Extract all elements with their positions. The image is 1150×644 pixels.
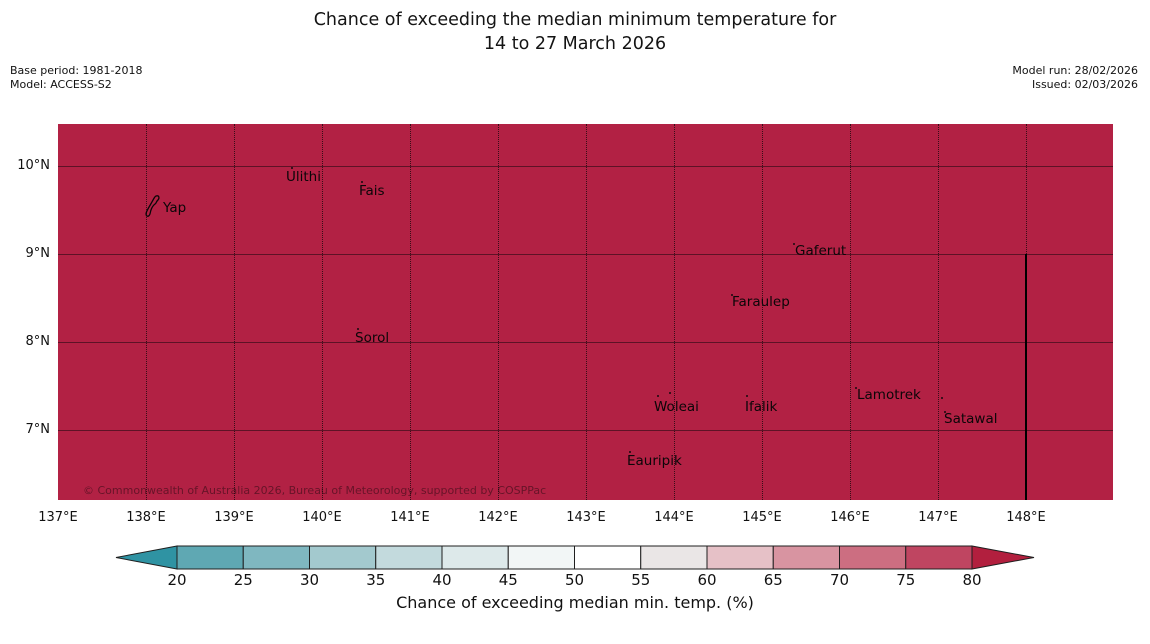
latitude-tick-label: 9°N [25,246,51,261]
meridian-gridline [410,124,411,500]
colorbar-segment [574,545,642,570]
title-line-2: 14 to 27 March 2026 [483,34,667,54]
copyright-text: © Commonwealth of Australia 2026, Bureau… [83,484,547,497]
colorbar-segment [706,545,774,570]
meridian-gridline [498,124,499,500]
place-label: Satawal [944,411,998,427]
parallel-gridline [58,254,1113,255]
colorbar-tick-label: 25 [233,571,253,589]
colorbar-caption: Chance of exceeding median min. temp. (%… [396,593,754,612]
island-marker-dot [944,411,946,413]
colorbar-tick-label: 60 [697,571,717,589]
island-marker-dot [361,181,363,183]
colorbar-segment [176,545,244,570]
place-label: Yap [163,200,187,216]
model-name-text: Model: ACCESS-S2 [10,77,112,91]
place-label: Ifalik [745,399,778,415]
island-marker-dot [669,392,671,394]
island-marker-dot [291,167,293,169]
boundary-line [1025,254,1027,500]
place-label: Eauripik [627,453,682,469]
longitude-tick-label: 140°E [302,510,342,525]
colorbar-tick-label: 80 [962,571,982,589]
longitude-tick-label: 148°E [1006,510,1046,525]
colorbar-tick-label: 45 [498,571,518,589]
colorbar-segment [640,545,708,570]
map-area: © Commonwealth of Australia 2026, Bureau… [58,124,1113,500]
yap-island-outline-icon [144,194,163,222]
longitude-tick-label: 138°E [126,510,166,525]
longitude-tick-label: 146°E [830,510,870,525]
place-label: Lamotrek [857,387,921,403]
island-marker-dot [746,395,748,397]
longitude-tick-label: 143°E [566,510,606,525]
parallel-gridline [58,342,1113,343]
meridian-gridline [938,124,939,500]
colorbar-tick-label: 65 [763,571,783,589]
place-label: Sorol [355,330,390,346]
parallel-gridline [58,430,1113,431]
place-label: Faraulep [732,294,790,310]
colorbar-segment [309,545,377,570]
colorbar-segment [905,545,973,570]
meridian-gridline [850,124,851,500]
island-marker-dot [941,397,943,399]
latitude-tick-label: 8°N [25,334,51,349]
issued-text: Issued: 02/03/2026 [1031,77,1138,91]
model-run-text: Model run: 28/02/2026 [1012,64,1138,77]
island-marker-dot [357,328,359,330]
longitude-tick-label: 145°E [742,510,782,525]
colorbar-segment [441,545,509,570]
island-marker-dot [629,451,631,453]
island-marker-dot [657,395,659,397]
colorbar-segment [839,545,907,570]
colorbar-tick-label: 35 [366,571,386,589]
colorbar-segment [772,545,840,570]
place-label: Woleai [654,399,699,415]
parallel-gridline [58,166,1113,167]
colorbar-segment [375,545,443,570]
colorbar-tick-label: 70 [829,571,850,589]
island-marker-dot [855,387,857,389]
colorbar-tick-label: 30 [299,571,320,589]
longitude-tick-label: 137°E [38,510,78,525]
colorbar-tick-label: 20 [167,571,187,589]
longitude-tick-label: 142°E [478,510,518,525]
longitude-tick-label: 141°E [390,510,430,525]
meridian-gridline [762,124,763,500]
model-info: Base period: 1981-2018 Model: ACCESS-S2 [10,64,142,91]
island-marker-dot [731,294,733,296]
page-title: Chance of exceeding the median minimum t… [0,8,1150,56]
island-marker-dot [793,243,795,245]
colorbar-tick-label: 50 [564,571,585,589]
colorbar-right-arrow [971,545,1035,570]
colorbar [115,545,1035,570]
title-line-1: Chance of exceeding the median minimum t… [313,10,837,30]
longitude-tick-label: 139°E [214,510,254,525]
meridian-gridline [322,124,323,500]
colorbar-segment [242,545,310,570]
meridian-gridline [586,124,587,500]
base-period-text: Base period: 1981-2018 [10,64,143,77]
colorbar-tick-label: 40 [432,571,452,589]
latitude-tick-label: 7°N [25,422,51,437]
longitude-tick-label: 147°E [918,510,958,525]
colorbar-tick-label: 75 [896,571,916,589]
run-info: Model run: 28/02/2026 Issued: 02/03/2026 [1012,64,1138,91]
colorbar-segment [507,545,575,570]
meridian-gridline [146,124,147,500]
meridian-gridline [234,124,235,500]
latitude-tick-label: 10°N [17,158,50,173]
place-label: Fais [359,183,385,199]
meridian-gridline [674,124,675,500]
longitude-tick-label: 144°E [654,510,694,525]
place-label: Gaferut [795,243,847,259]
colorbar-left-arrow [115,545,178,570]
place-label: Ulithi [286,169,321,185]
colorbar-tick-label: 55 [631,571,651,589]
